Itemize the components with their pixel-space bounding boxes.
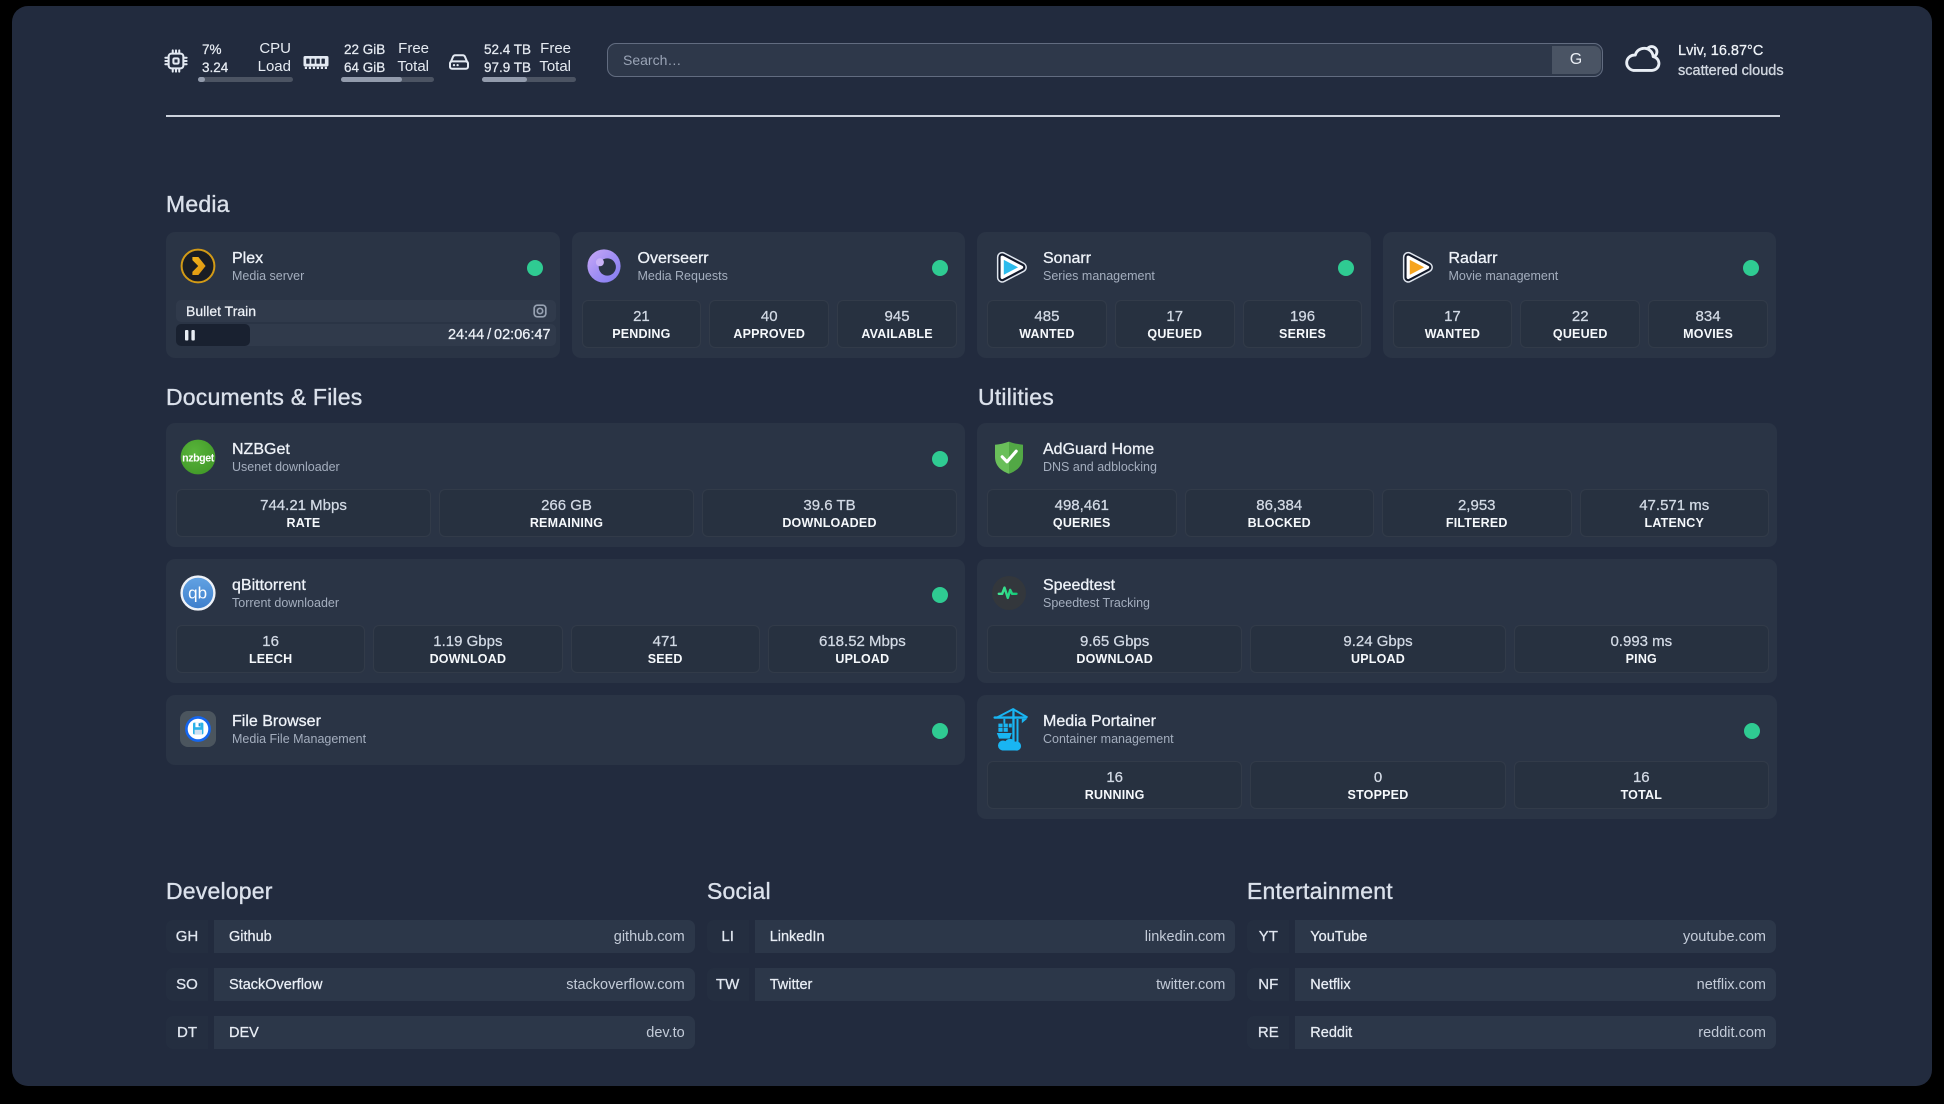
svg-text:nzbget: nzbget xyxy=(182,452,215,464)
svg-text:qb: qb xyxy=(188,584,207,603)
